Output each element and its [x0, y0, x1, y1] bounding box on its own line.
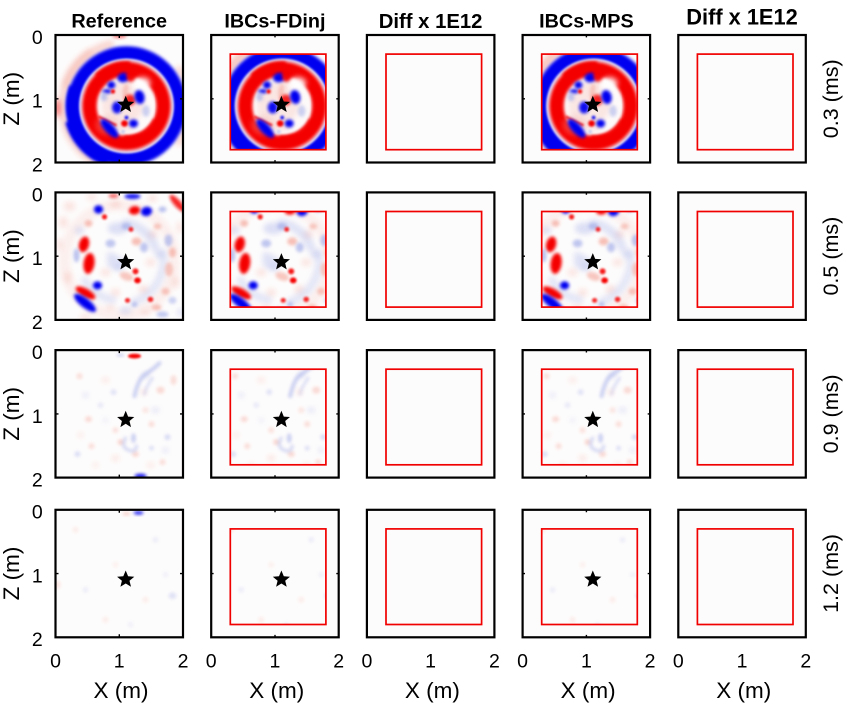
svg-text:1: 1	[425, 650, 436, 672]
svg-text:1: 1	[581, 650, 592, 672]
svg-text:2: 2	[800, 650, 811, 672]
svg-text:0.5 (ms): 0.5 (ms)	[819, 217, 843, 296]
svg-text:0: 0	[517, 650, 528, 672]
svg-text:2: 2	[32, 470, 43, 492]
svg-text:Diff x 1E12: Diff x 1E12	[379, 11, 483, 33]
svg-text:X (m): X (m)	[94, 678, 149, 703]
svg-text:IBCs-MPS: IBCs-MPS	[539, 11, 634, 33]
svg-text:1.2 (ms): 1.2 (ms)	[819, 534, 843, 613]
svg-text:Reference: Reference	[71, 11, 167, 33]
svg-text:2: 2	[32, 312, 43, 334]
svg-text:0: 0	[206, 650, 217, 672]
svg-text:IBCs-FDinj: IBCs-FDinj	[224, 11, 325, 33]
svg-text:Diff x 1E12: Diff x 1E12	[686, 5, 797, 30]
svg-text:2: 2	[489, 650, 500, 672]
svg-text:1: 1	[32, 565, 43, 587]
svg-text:0: 0	[32, 184, 43, 206]
svg-text:1: 1	[32, 406, 43, 428]
svg-text:X (m): X (m)	[249, 678, 304, 703]
svg-text:1: 1	[269, 650, 280, 672]
svg-text:2: 2	[333, 650, 344, 672]
svg-text:0: 0	[673, 650, 684, 672]
svg-text:0.9 (ms): 0.9 (ms)	[819, 374, 843, 453]
svg-text:Z (m): Z (m)	[0, 547, 24, 601]
svg-text:1: 1	[737, 650, 748, 672]
svg-text:X (m): X (m)	[716, 678, 771, 703]
svg-text:0: 0	[32, 502, 43, 524]
svg-text:0: 0	[361, 650, 372, 672]
svg-text:Z (m): Z (m)	[0, 229, 24, 283]
svg-text:2: 2	[645, 650, 656, 672]
svg-text:0.3 (ms): 0.3 (ms)	[819, 59, 843, 138]
svg-text:Z (m): Z (m)	[0, 387, 24, 441]
svg-text:1: 1	[32, 248, 43, 270]
svg-text:2: 2	[32, 629, 43, 651]
svg-text:0: 0	[32, 342, 43, 364]
svg-text:2: 2	[178, 650, 189, 672]
svg-text:0: 0	[32, 27, 43, 49]
svg-text:X (m): X (m)	[405, 678, 460, 703]
svg-text:0: 0	[50, 650, 61, 672]
svg-text:1: 1	[32, 91, 43, 113]
svg-text:Z (m): Z (m)	[0, 72, 24, 126]
svg-text:X (m): X (m)	[561, 678, 616, 703]
svg-text:1: 1	[114, 650, 125, 672]
svg-text:2: 2	[32, 154, 43, 176]
